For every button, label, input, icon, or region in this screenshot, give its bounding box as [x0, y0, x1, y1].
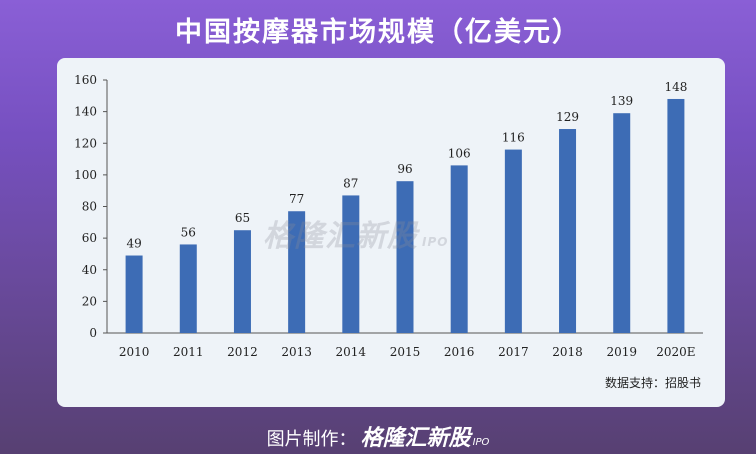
y-tick-label: 80 — [82, 200, 97, 214]
data-label: 56 — [181, 225, 196, 239]
y-tick-label: 60 — [82, 231, 97, 245]
x-tick-label: 2016 — [444, 345, 475, 359]
data-label: 106 — [448, 146, 471, 160]
x-tick-label: 2018 — [552, 345, 583, 359]
data-label: 139 — [610, 94, 633, 108]
chart-card: 0 20 40 60 80 100 120 140 160 49 2010 56 2011 65 2012 7… — [57, 58, 725, 407]
data-source: 数据支持：招股书 — [604, 376, 701, 390]
y-tick-label: 100 — [74, 168, 97, 182]
x-tick-label: 2010 — [119, 345, 150, 359]
x-tick-label: 2020E — [656, 345, 695, 359]
data-label: 77 — [289, 192, 304, 206]
y-tick-label: 160 — [74, 73, 97, 87]
y-tick-label: 120 — [74, 136, 97, 150]
bar — [613, 113, 631, 333]
bar — [342, 195, 360, 333]
y-tick-label: 20 — [82, 294, 97, 308]
footer-brand: 格隆汇新股 — [360, 426, 471, 451]
data-label: 49 — [126, 237, 141, 251]
bar — [504, 149, 522, 333]
watermark-ipo: IPO — [422, 235, 449, 249]
x-tick-label: 2019 — [606, 345, 637, 359]
y-tick-label: 140 — [74, 105, 97, 119]
watermark-text: 格隆汇新股 — [263, 219, 418, 254]
footer-credit: 图片制作： 格隆汇新股 IPO — [0, 420, 756, 452]
bar — [125, 255, 143, 333]
footer-ipo: IPO — [472, 437, 490, 448]
watermark: 格隆汇新股 IPO — [263, 211, 448, 255]
y-tick-label: 40 — [82, 263, 97, 277]
page-title: 中国按摩器市场规模（亿美元） — [175, 17, 581, 48]
x-tick-label: 2015 — [390, 345, 421, 359]
x-tick-label: 2011 — [173, 345, 204, 359]
data-label: 148 — [664, 80, 687, 94]
x-tick-label: 2014 — [336, 345, 367, 359]
bar — [396, 181, 414, 333]
data-label: 87 — [343, 176, 358, 190]
data-label: 65 — [235, 211, 250, 225]
data-label: 96 — [397, 162, 412, 176]
x-tick-label: 2012 — [227, 345, 258, 359]
bar — [179, 244, 197, 333]
x-tick-label: 2013 — [281, 345, 312, 359]
bar — [559, 129, 577, 333]
data-label: 116 — [502, 131, 525, 145]
y-tick-label: 0 — [89, 326, 97, 340]
data-label: 129 — [556, 110, 579, 124]
bar — [233, 230, 251, 333]
bar — [667, 98, 685, 333]
bar — [450, 165, 468, 333]
bar — [288, 211, 306, 333]
bar-chart: 0 20 40 60 80 100 120 140 160 49 2010 56 2011 65 2012 7… — [74, 73, 703, 359]
x-tick-label: 2017 — [498, 345, 529, 359]
footer-prefix: 图片制作： — [266, 429, 357, 450]
